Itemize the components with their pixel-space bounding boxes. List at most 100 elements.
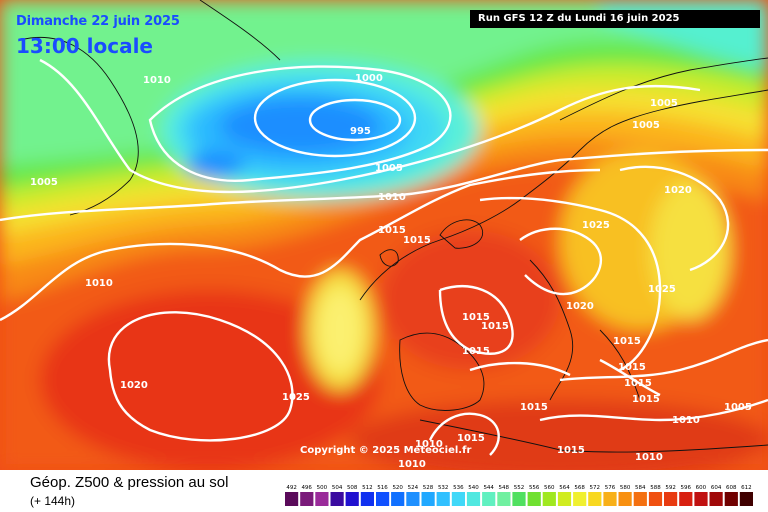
scale-swatch xyxy=(436,492,450,506)
field-bands xyxy=(0,0,768,470)
scale-tick-label: 540 xyxy=(468,485,479,491)
scale-tick-label: 508 xyxy=(347,485,358,491)
scale-tick-label: 568 xyxy=(574,485,585,491)
scale-tick-label: 556 xyxy=(529,485,540,491)
scale-swatch xyxy=(618,492,632,506)
scale-swatch xyxy=(376,492,390,506)
scale-swatch xyxy=(648,492,663,506)
scale-tick-label: 580 xyxy=(620,485,631,491)
scale-swatch xyxy=(451,492,465,506)
isobar-label: 1005 xyxy=(632,120,660,131)
legend-subtitle: (+ 144h) xyxy=(30,494,76,508)
geopotential-map: 1000 995 1005 1010 1005 1005 1005 1020 1… xyxy=(0,0,768,470)
scale-swatch xyxy=(603,492,617,506)
scale-tick-label: 520 xyxy=(392,485,403,491)
scale-tick-label: 608 xyxy=(726,485,737,491)
scale-tick-label: 500 xyxy=(317,485,328,491)
isobar-label: 1015 xyxy=(462,312,490,323)
scale-tick-label: 516 xyxy=(377,485,388,491)
scale-swatch xyxy=(664,492,678,506)
isobar-label: 1015 xyxy=(378,225,406,236)
isobar-label: 1020 xyxy=(120,380,148,391)
scale-swatch xyxy=(527,492,541,506)
scale-swatch xyxy=(694,492,708,506)
scale-swatch xyxy=(709,492,723,506)
isobar-label: 1015 xyxy=(462,346,490,357)
isobar-label: 1010 xyxy=(672,415,700,426)
isobar-label: 1015 xyxy=(457,433,485,444)
scale-tick-label: 536 xyxy=(453,485,464,491)
isobar-label: 1015 xyxy=(481,321,509,332)
scale-swatch xyxy=(300,492,314,506)
copyright-notice: Copyright © 2025 Meteociel.fr xyxy=(300,445,472,456)
isobar-lines xyxy=(0,58,768,456)
isobar-label: 1010 xyxy=(85,278,113,289)
scale-tick-label: 560 xyxy=(544,485,555,491)
scale-tick-label: 544 xyxy=(483,485,494,491)
isobar-label: 1015 xyxy=(624,378,652,389)
isobar-label: 1015 xyxy=(403,235,431,246)
scale-swatch xyxy=(285,492,299,506)
isobar-label: 995 xyxy=(350,126,371,137)
isobar-label: 1015 xyxy=(557,445,585,456)
scale-swatch xyxy=(724,492,738,506)
isobar-label: 1005 xyxy=(650,98,678,109)
scale-tick-label: 532 xyxy=(438,485,449,491)
coastlines xyxy=(19,0,768,453)
scale-tick-label: 548 xyxy=(499,485,510,491)
isobar-label: 1005 xyxy=(375,163,403,174)
scale-swatch xyxy=(330,492,344,506)
isobar-label: 1015 xyxy=(632,394,660,405)
scale-tick-label: 572 xyxy=(590,485,601,491)
isobar-label: 1020 xyxy=(664,185,692,196)
scale-tick-label: 600 xyxy=(696,485,707,491)
isobar-label: 1005 xyxy=(724,402,752,413)
scale-swatch xyxy=(391,492,405,506)
isobar-label: 1025 xyxy=(582,220,610,231)
scale-swatch xyxy=(573,492,587,506)
scale-swatch xyxy=(315,492,329,506)
forecast-time: 13:00 locale xyxy=(16,34,153,58)
scale-tick-label: 596 xyxy=(681,485,692,491)
isobar-label: 1010 xyxy=(143,75,171,86)
model-run-label: Run GFS 12 Z du Lundi 16 juin 2025 xyxy=(470,10,760,28)
scale-tick-label: 588 xyxy=(650,485,661,491)
isobar-label: 1010 xyxy=(635,452,663,463)
isobar-label: 1010 xyxy=(378,192,406,203)
isobar-label: 1015 xyxy=(618,362,646,373)
scale-tick-label: 576 xyxy=(605,485,616,491)
isobar-label: 1005 xyxy=(30,177,58,188)
isobar-label: 1000 xyxy=(355,73,383,84)
scale-swatch xyxy=(482,492,496,506)
isobar-label: 1015 xyxy=(613,336,641,347)
forecast-date: Dimanche 22 juin 2025 xyxy=(16,14,180,29)
isobar-label: 1010 xyxy=(415,439,443,450)
scale-tick-label: 492 xyxy=(286,485,297,491)
scale-tick-label: 524 xyxy=(408,485,419,491)
scale-tick-label: 496 xyxy=(301,485,312,491)
isobar-label: 1015 xyxy=(520,402,548,413)
scale-tick-label: 552 xyxy=(514,485,525,491)
isobar-labels: 1000 995 1005 1010 1005 1005 1005 1020 1… xyxy=(30,73,752,470)
scale-swatch xyxy=(512,492,526,506)
scale-swatch xyxy=(406,492,420,506)
color-scale: 492 496 500 504 508 512 516 520 524 528 532 536 540 5… xyxy=(285,485,753,506)
isobar-label: 1010 xyxy=(398,459,426,470)
scale-tick-label: 512 xyxy=(362,485,373,491)
scale-swatch xyxy=(421,492,435,506)
legend-title: Géop. Z500 & pression au sol xyxy=(30,474,229,491)
scale-tick-label: 604 xyxy=(711,485,722,491)
scale-swatch xyxy=(345,492,359,506)
scale-swatch xyxy=(497,492,511,506)
scale-tick-label: 612 xyxy=(741,485,752,491)
isobar-label: 1020 xyxy=(566,301,594,312)
scale-tick-label: 564 xyxy=(559,485,570,491)
scale-swatch xyxy=(360,492,374,506)
scale-tick-label: 584 xyxy=(635,485,646,491)
isobar-label: 1025 xyxy=(648,284,676,295)
isobar-label: 1025 xyxy=(282,392,310,403)
scale-tick-label: 504 xyxy=(332,485,343,491)
scale-swatch xyxy=(739,492,753,506)
scale-tick-label: 528 xyxy=(423,485,434,491)
